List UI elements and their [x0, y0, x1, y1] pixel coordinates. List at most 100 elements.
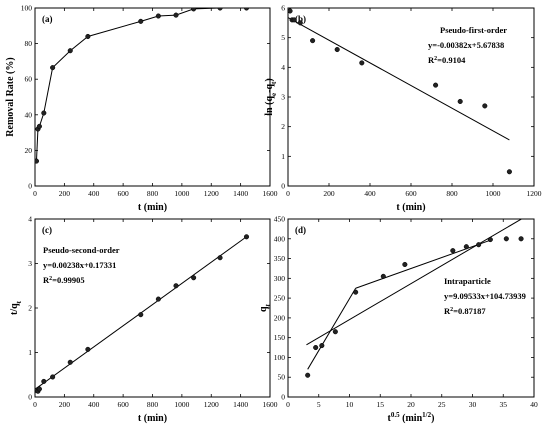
- data-point: [191, 275, 197, 281]
- x-tick-label: 1200: [527, 189, 542, 198]
- data-point: [482, 103, 488, 109]
- x-tick-label: 25: [438, 400, 446, 409]
- x-tick-label: 200: [59, 400, 71, 409]
- x-tick-label: 1200: [204, 400, 219, 409]
- x-tick-label: 1200: [204, 189, 219, 198]
- data-point: [243, 8, 250, 11]
- panel-a: 0 200 400 600 800 1000 1200 1400 1600 0 20 40 60 80 10…: [5, 4, 278, 214]
- data-point: [353, 289, 359, 295]
- data-point: [173, 12, 179, 18]
- data-point: [191, 8, 197, 12]
- data-point: [288, 8, 293, 14]
- y-tick-label: 3: [28, 259, 32, 268]
- y-tick-label: 250: [274, 294, 286, 303]
- x-tick-label: 1600: [263, 189, 278, 198]
- fit-model-label: Pseudo-first-order: [440, 25, 507, 35]
- segment-line: [355, 239, 493, 289]
- x-axis-title: t (min): [138, 413, 167, 424]
- x-tick-label: 400: [88, 189, 100, 198]
- data-point: [217, 8, 223, 11]
- panel-d: 0 5 10 15 20 25 30 35 40050100150200250300350400…: [258, 215, 538, 425]
- fit-line: [306, 219, 523, 346]
- panel-label: (b): [295, 14, 306, 24]
- y-tick-label: 0: [281, 182, 285, 191]
- y-tick-label: 350: [274, 254, 286, 263]
- data-point: [243, 234, 250, 240]
- y-tick-label: 2: [281, 122, 285, 131]
- plot-frame: [34, 7, 271, 187]
- x-tick-label: 35: [500, 400, 508, 409]
- x-tick-label: 800: [446, 189, 458, 198]
- data-point: [380, 273, 386, 279]
- data-point: [334, 46, 340, 53]
- data-point: [503, 236, 509, 242]
- y-tick-label: 200: [274, 313, 286, 322]
- data-point: [41, 110, 47, 116]
- data-point: [506, 169, 512, 175]
- data-point: [67, 48, 73, 54]
- data-point: [85, 346, 91, 352]
- x-tick-label: 1000: [174, 189, 189, 198]
- data-point: [319, 343, 325, 349]
- x-tick-label: 1400: [233, 400, 248, 409]
- plot-area: [35, 8, 250, 164]
- y-tick-label: 300: [274, 274, 286, 283]
- fit-r-squared: R2=0.87187: [444, 306, 486, 316]
- data-point: [305, 372, 311, 378]
- y-axis-title: Removal Rate (%): [5, 57, 16, 136]
- y-tick-label: 6: [281, 4, 285, 13]
- y-axis-title: qt: [258, 303, 272, 312]
- y-tick-label: 4: [281, 63, 285, 72]
- data-point: [36, 386, 42, 392]
- data-point: [155, 13, 161, 19]
- y-tick-label: 400: [274, 234, 286, 243]
- x-tick-label: 1400: [233, 189, 248, 198]
- data-point: [155, 296, 161, 302]
- data-point: [36, 123, 42, 129]
- x-tick-label: 20: [407, 400, 415, 409]
- x-tick-label: 200: [323, 189, 335, 198]
- plot-area: [288, 8, 512, 175]
- panel-c: 0 200 400 600 800 1000 1200 1400 1600 0 1 2 3 4 (c) t (…: [9, 215, 278, 425]
- data-point: [50, 65, 56, 71]
- panel-label: (d): [295, 225, 306, 235]
- y-tick-label: 20: [25, 146, 33, 155]
- x-tick-label: 600: [118, 189, 130, 198]
- data-point: [217, 255, 223, 261]
- x-tick-label: 800: [147, 400, 159, 409]
- x-axis-title: t0.5 (min1/2): [388, 411, 435, 424]
- data-point: [35, 158, 40, 164]
- data-point: [310, 38, 316, 44]
- x-tick-label: 800: [147, 189, 159, 198]
- x-tick-label: 10: [346, 400, 354, 409]
- y-tick-label: 150: [274, 333, 286, 342]
- y-tick-label: 60: [25, 75, 33, 84]
- y-tick-label: 450: [274, 215, 286, 224]
- x-tick-label: 200: [59, 189, 71, 198]
- data-point: [138, 18, 144, 24]
- segment-line: [307, 287, 357, 370]
- x-axis-title: t (min): [396, 202, 425, 213]
- x-axis-title: t (min): [138, 202, 167, 213]
- data-point: [41, 378, 47, 384]
- data-point: [518, 236, 524, 242]
- y-tick-label: 0: [28, 393, 32, 402]
- y-tick-label: 40: [25, 110, 33, 119]
- panel-label: (a): [42, 14, 53, 24]
- x-tick-label: 600: [118, 400, 130, 409]
- y-tick-label: 80: [25, 39, 33, 48]
- data-point: [476, 242, 482, 248]
- data-point: [402, 261, 408, 268]
- data-point: [487, 237, 493, 243]
- data-point: [313, 345, 319, 351]
- fit-line: [288, 17, 510, 141]
- data-point: [463, 244, 469, 250]
- panel-label: (c): [42, 225, 52, 235]
- fit-model-label: Intraparticle: [444, 276, 491, 286]
- x-tick-label: 15: [377, 400, 385, 409]
- fit-equation: y=9.09533x+104.73939: [444, 291, 526, 301]
- x-tick-label: 400: [364, 189, 376, 198]
- fit-equation: y=-0.00382x+5.67838: [428, 40, 504, 50]
- plot-area: [35, 234, 250, 394]
- y-tick-label: 1: [281, 152, 285, 161]
